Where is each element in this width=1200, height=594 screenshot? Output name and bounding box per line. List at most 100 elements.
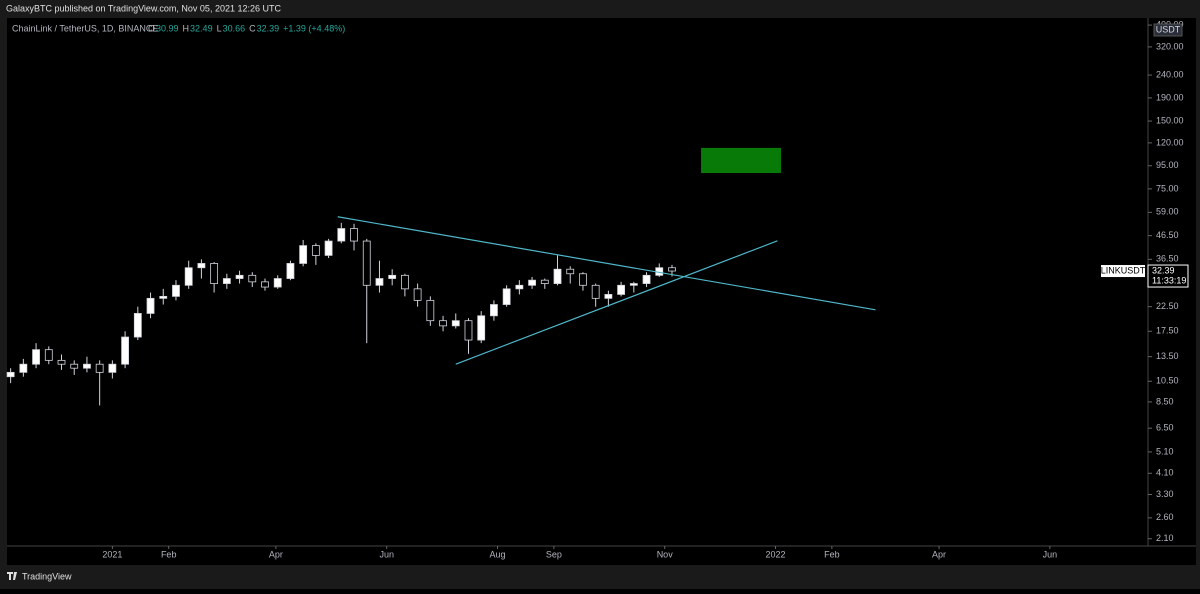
candle-body (502, 288, 511, 305)
candle-body (566, 268, 575, 275)
tv-logo (7, 572, 17, 580)
trendline (337, 216, 876, 311)
candle-body (261, 281, 269, 288)
candle-body (95, 363, 104, 373)
candle-body (617, 284, 626, 295)
candle-body (172, 284, 180, 297)
candle-body (337, 228, 346, 242)
y-tick-label: 120.00 (1156, 137, 1184, 147)
y-tick-label: 320.00 (1156, 41, 1184, 51)
candle-body (629, 283, 638, 286)
ohlc-label: C (249, 23, 256, 33)
y-tick-label: 36.50 (1156, 254, 1179, 264)
candle-body (400, 274, 409, 290)
y-tick-label: 5.10 (1156, 446, 1174, 456)
candle-body (248, 274, 257, 283)
candle-body (197, 263, 206, 269)
x-tick-label: Nov (657, 549, 674, 559)
candle-body (83, 363, 91, 369)
y-tick-label: 150.00 (1156, 115, 1184, 125)
y-tick-label: 59.00 (1156, 207, 1179, 217)
candle-body (668, 267, 676, 272)
candle-body (146, 297, 155, 314)
candle-body (235, 274, 244, 279)
x-tick-label: Sep (546, 549, 562, 559)
trendline (455, 240, 778, 365)
candle-body (299, 245, 308, 264)
x-tick-label: Feb (824, 549, 840, 559)
y-tick-label: 75.00 (1156, 183, 1179, 193)
candle-body (324, 240, 333, 256)
y-tick-label: 17.50 (1156, 326, 1179, 336)
price-tag-bg (1147, 264, 1189, 288)
x-tick-label: Jun (1043, 549, 1058, 559)
candle-body (528, 279, 536, 286)
candle-body (286, 263, 295, 279)
candle-body (515, 284, 524, 290)
y-tick-label: 240.00 (1156, 69, 1184, 79)
candle-body (413, 288, 422, 301)
symbol-tag: LINKUSDT (1101, 265, 1146, 275)
x-tick-label: Jun (379, 549, 394, 559)
candle-body (44, 349, 53, 361)
candle-body (159, 295, 168, 299)
candle-body (133, 313, 142, 338)
candle-body (32, 349, 40, 365)
symbol-tag-bg (1101, 265, 1145, 278)
y-tick-label: 8.50 (1156, 396, 1174, 406)
y-tick-label: 46.50 (1156, 230, 1179, 240)
candle-body (477, 315, 486, 341)
ohlc-label: L (217, 23, 222, 33)
candle-body (490, 304, 498, 317)
ohlc-label: O (148, 23, 155, 33)
candle-body (6, 371, 15, 378)
candle-body (57, 359, 66, 365)
candle-body (121, 336, 129, 365)
candle-body (553, 268, 562, 284)
candle-body (108, 363, 117, 373)
chart-area (7, 18, 1196, 565)
countdown: 11:33:19 (1152, 275, 1186, 285)
candle-body (273, 278, 282, 288)
candle-body (222, 278, 231, 284)
candle-body (604, 294, 613, 299)
candle-body (311, 245, 320, 256)
x-tick-label: Apr (269, 549, 283, 559)
price-tag: 32.39 (1152, 265, 1175, 275)
currency-badge (1153, 23, 1183, 37)
y-tick-label: 6.50 (1156, 423, 1174, 433)
y-tick-label: 190.00 (1156, 92, 1184, 102)
ohlc-value: 30.99 (156, 23, 179, 33)
candle-body (375, 278, 384, 286)
y-tick-label: 13.50 (1156, 351, 1179, 361)
candle-body (388, 274, 397, 279)
candle-body (184, 267, 193, 286)
change: +1.39 (+4.48%) (283, 23, 345, 33)
candle-body (451, 320, 460, 327)
candle-body (362, 240, 371, 286)
candle-body (350, 228, 358, 242)
x-tick-label: Aug (490, 549, 506, 559)
candle-body (642, 274, 651, 284)
ohlc-value: 32.49 (190, 23, 213, 33)
x-tick-label: Feb (161, 549, 177, 559)
target-zone (701, 147, 781, 174)
y-tick-label: 2.60 (1156, 512, 1174, 522)
y-tick-label: 2.10 (1156, 533, 1174, 543)
x-tick-label: 2021 (102, 549, 122, 559)
candle-body (439, 320, 447, 327)
candle-body (70, 363, 79, 369)
y-tick-label: 4.10 (1156, 468, 1174, 478)
candle-body (591, 284, 600, 299)
candle-body (579, 273, 587, 286)
ohlc-value: 30.66 (223, 23, 246, 33)
brand: TradingView (22, 571, 72, 581)
y-tick-label: 95.00 (1156, 160, 1179, 170)
y-tick-label: 3.30 (1156, 489, 1174, 499)
x-tick-label: Apr (932, 549, 946, 559)
currency: USDT (1156, 24, 1181, 34)
publisher: GalaxyBTC published on TradingView.com, … (6, 3, 281, 13)
candle-body (426, 299, 435, 322)
